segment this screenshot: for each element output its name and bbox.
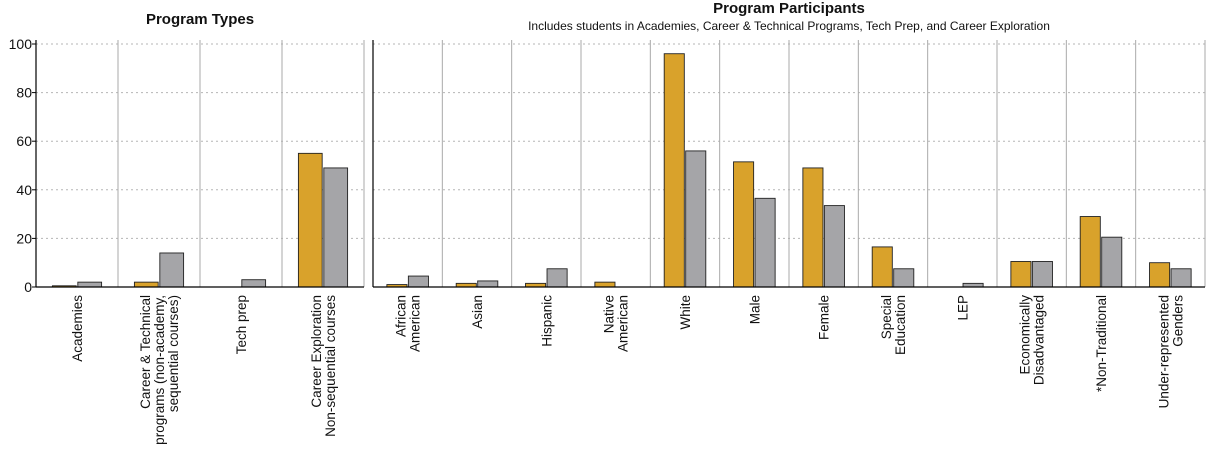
chart-title: Program Participants xyxy=(713,0,865,17)
bar-series-1 xyxy=(871,246,893,288)
category-label-line: Career Exploration xyxy=(309,295,324,408)
category-label-line: programs (non-academy, xyxy=(152,295,167,445)
category-label-line: Special xyxy=(879,295,894,339)
y-tick-label: 20 xyxy=(16,230,32,246)
category-label-line: Career & Technical xyxy=(138,295,153,409)
category-label-line: Academies xyxy=(70,295,85,362)
category-label-line: *Non-Traditional xyxy=(1094,295,1109,392)
category-label: EconomicallyDisadvantaged xyxy=(1018,295,1047,385)
category-label: Career & Technicalprograms (non-academy,… xyxy=(138,295,181,445)
chart-subtitle: Includes students in Academies, Career &… xyxy=(528,19,1050,33)
category-label: LEP xyxy=(955,295,970,321)
category-label-line: LEP xyxy=(955,295,970,321)
category-label-line: African xyxy=(394,295,409,337)
category-label: Female xyxy=(817,295,832,340)
bar-series-1 xyxy=(1079,216,1101,288)
category-label-line: American xyxy=(616,295,631,352)
category-label-line: Under-represented xyxy=(1156,295,1171,408)
category-label-line: Economically xyxy=(1018,295,1033,375)
bar-series-2 xyxy=(323,167,349,288)
bar-series-2 xyxy=(685,150,707,288)
category-label-line: sequential courses) xyxy=(166,295,181,412)
bar-series-1 xyxy=(594,281,616,288)
bar-series-2 xyxy=(1031,261,1053,288)
bar-series-1 xyxy=(733,161,755,288)
y-tick-label: 80 xyxy=(16,85,32,101)
category-label-line: Native xyxy=(602,295,617,333)
y-tick-label: 60 xyxy=(16,133,32,149)
y-tick-label: 100 xyxy=(9,36,33,52)
bar-series-1 xyxy=(133,281,159,288)
bar-series-2 xyxy=(754,197,776,288)
bar-series-1 xyxy=(1149,262,1171,288)
category-label-line: Tech prep xyxy=(234,295,249,354)
bar-series-2 xyxy=(823,205,845,288)
category-label: Asian xyxy=(470,295,485,329)
bar-series-1 xyxy=(1010,261,1032,288)
category-label: SpecialEducation xyxy=(879,295,908,355)
category-label: Male xyxy=(747,295,762,324)
category-label-line: Male xyxy=(747,295,762,324)
category-label-line: Disadvantaged xyxy=(1032,295,1047,385)
category-label-line: Genders xyxy=(1170,295,1185,347)
category-label: Hispanic xyxy=(539,295,554,347)
bar-series-2 xyxy=(546,268,568,288)
bar-series-1 xyxy=(663,53,685,288)
category-label-line: Hispanic xyxy=(539,295,554,347)
bar-series-1 xyxy=(802,167,824,288)
bar-series-2 xyxy=(893,268,915,288)
category-label: Academies xyxy=(70,295,85,362)
bar-series-2 xyxy=(407,275,429,288)
chart-title: Program Types xyxy=(146,11,254,28)
category-label: White xyxy=(678,295,693,330)
bar-series-2 xyxy=(159,252,185,288)
category-label-line: Asian xyxy=(470,295,485,329)
bar-series-2 xyxy=(77,281,103,288)
category-label-line: Non-sequential courses xyxy=(323,295,338,437)
category-label-line: Education xyxy=(893,295,908,355)
y-tick-label: 0 xyxy=(24,279,32,295)
bar-series-2 xyxy=(477,280,499,288)
category-label-line: Female xyxy=(817,295,832,340)
category-label-line: American xyxy=(408,295,423,352)
category-label: NativeAmerican xyxy=(602,295,631,352)
y-tick-label: 40 xyxy=(16,182,32,198)
bar-series-1 xyxy=(297,152,323,288)
bar-series-2 xyxy=(1170,268,1192,288)
category-label: AfricanAmerican xyxy=(394,295,423,352)
category-label: Career ExplorationNon-sequential courses xyxy=(309,295,338,437)
bar-series-2 xyxy=(1101,236,1123,288)
bar-series-2 xyxy=(241,279,267,288)
category-label: Tech prep xyxy=(234,295,249,354)
category-label-line: White xyxy=(678,295,693,330)
category-label: Under-representedGenders xyxy=(1156,295,1185,409)
category-label: *Non-Traditional xyxy=(1094,295,1109,392)
